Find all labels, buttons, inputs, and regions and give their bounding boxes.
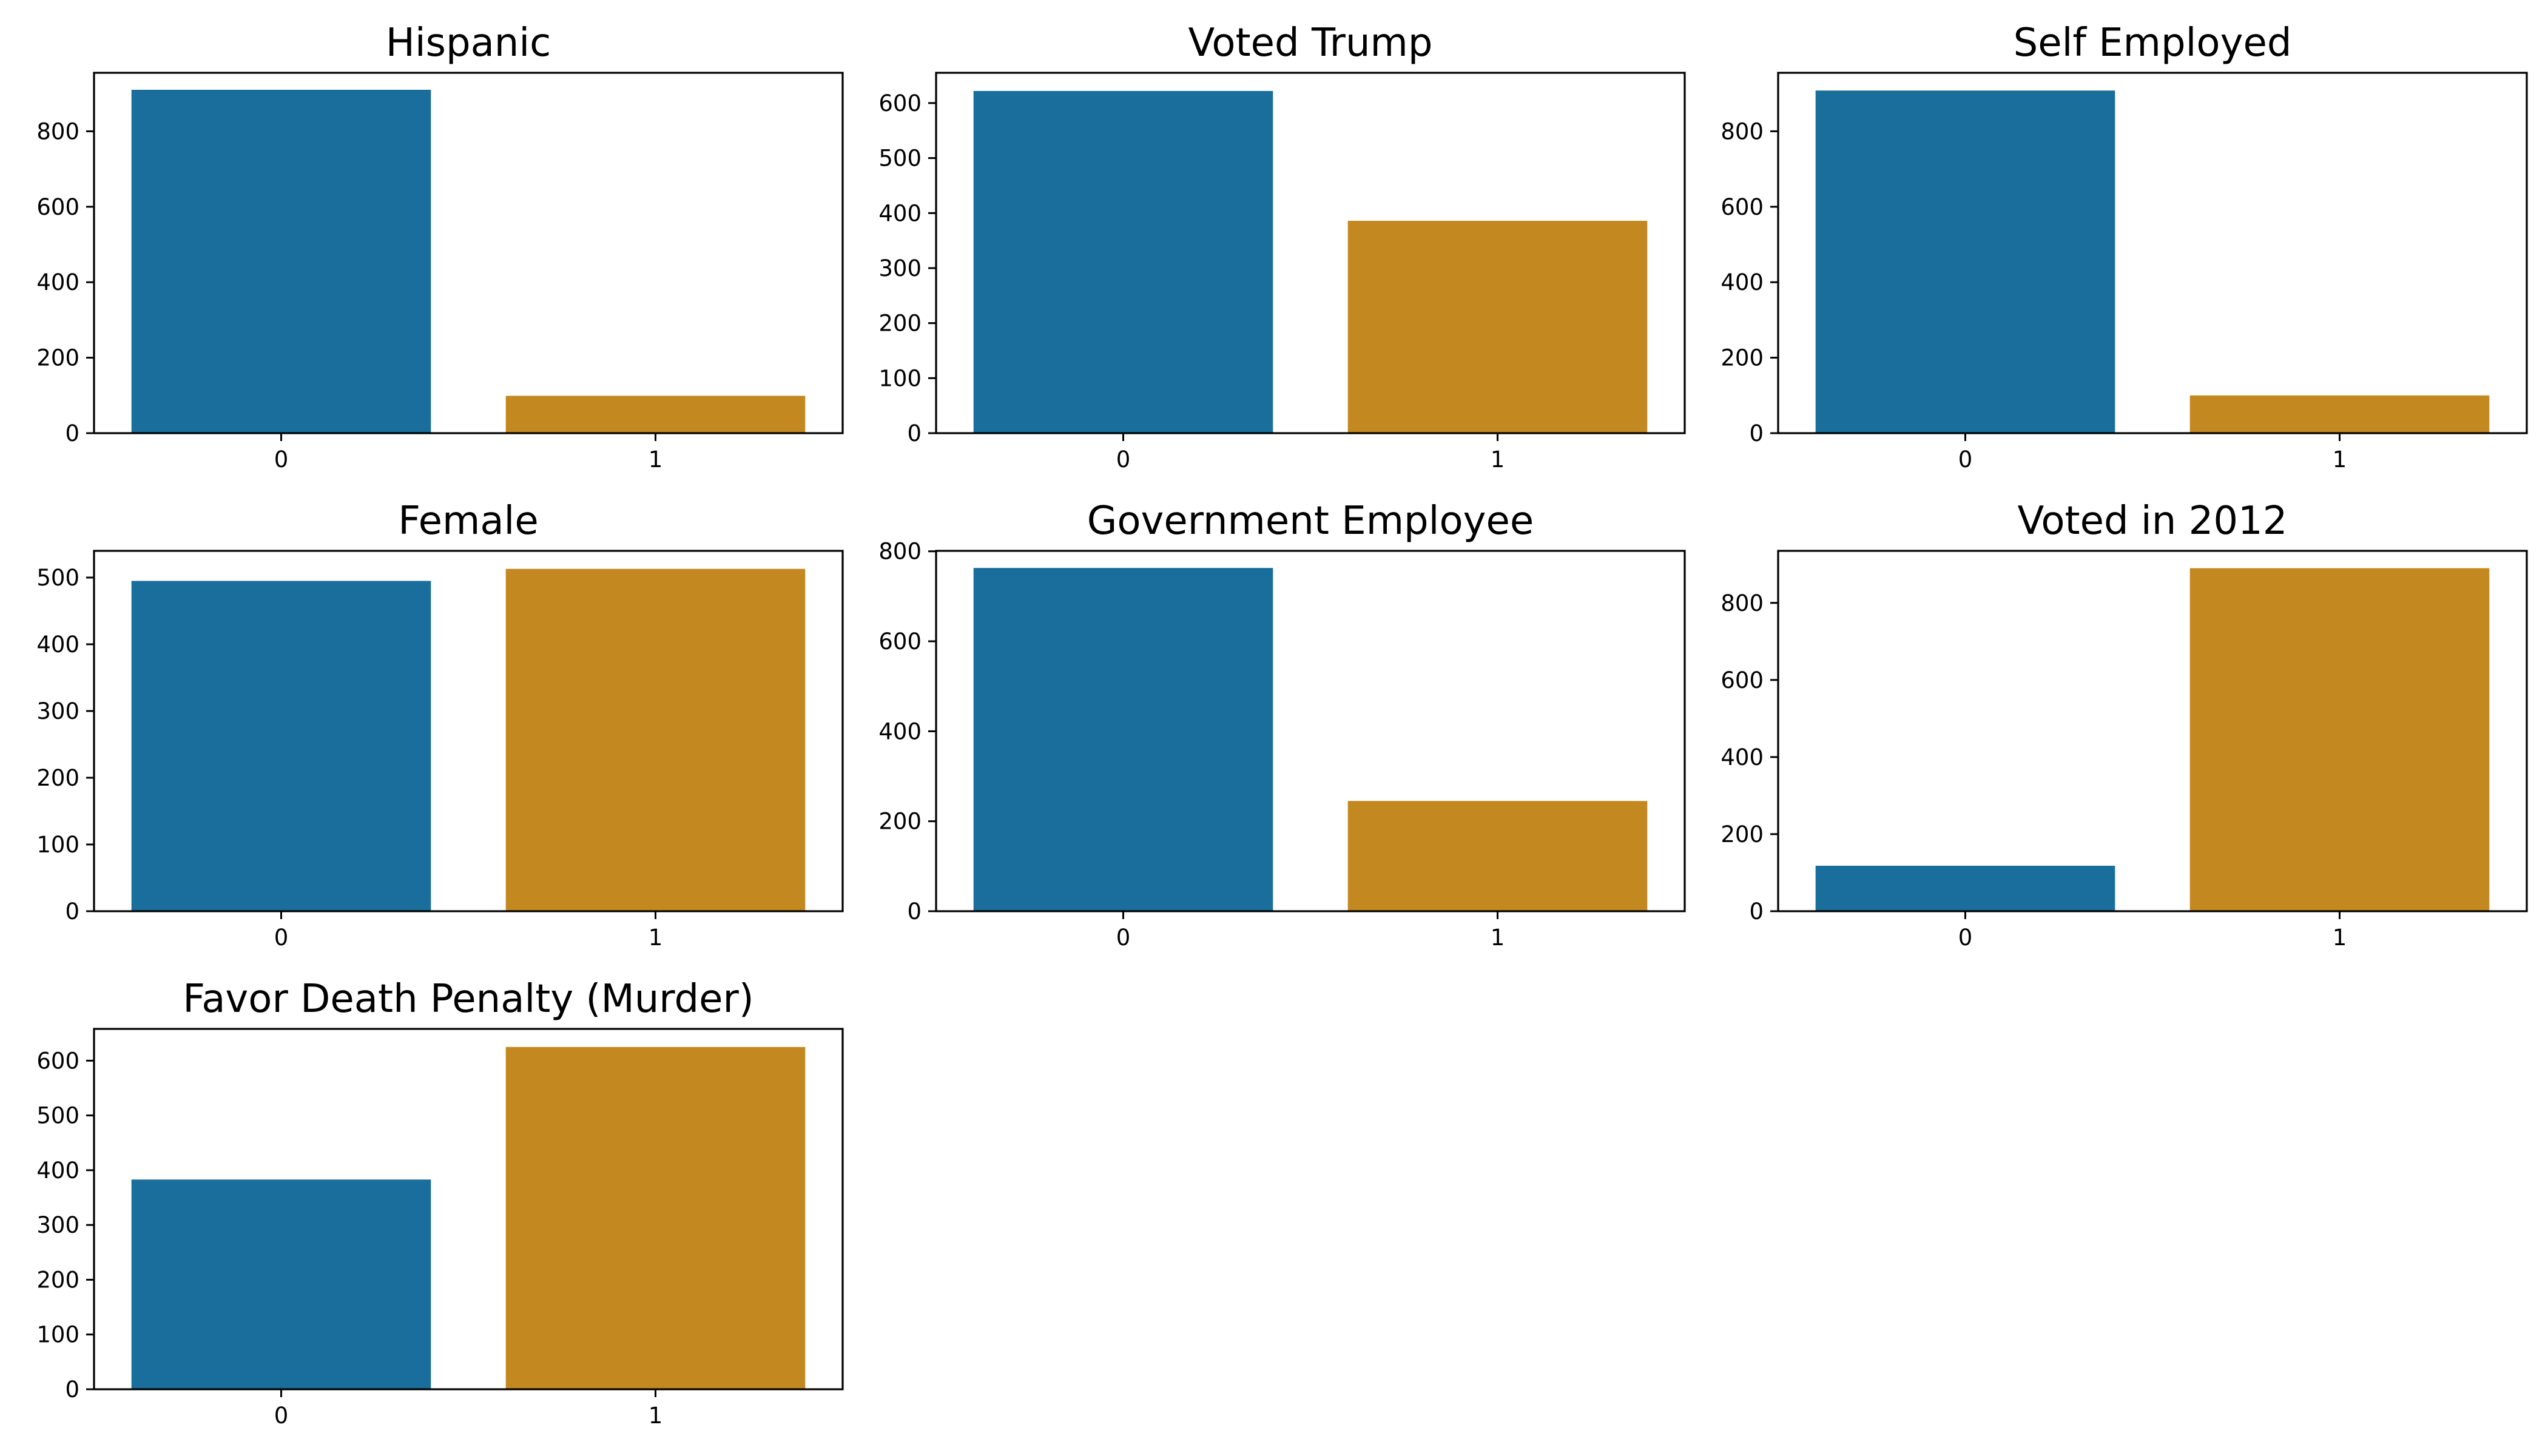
y-tick-label: 200 bbox=[1721, 821, 1764, 848]
y-tick-label: 100 bbox=[36, 1322, 79, 1348]
bar-1 bbox=[505, 396, 806, 433]
y-tick-label: 100 bbox=[36, 832, 79, 858]
y-tick-label: 600 bbox=[36, 1048, 79, 1074]
bar-1 bbox=[505, 568, 806, 911]
bar-0 bbox=[1815, 90, 2115, 433]
bar-1 bbox=[2189, 568, 2490, 911]
chart-title: Voted in 2012 bbox=[2018, 499, 2288, 544]
chart-title: Hispanic bbox=[386, 21, 551, 66]
bar-0 bbox=[131, 1179, 431, 1389]
y-tick-label: 800 bbox=[36, 118, 79, 144]
y-tick-label: 600 bbox=[878, 629, 922, 655]
axes-frame bbox=[93, 72, 844, 434]
y-tick-label: 500 bbox=[36, 565, 79, 591]
axes-frame bbox=[93, 1028, 844, 1390]
bar-1 bbox=[1347, 801, 1648, 911]
y-tick-label: 400 bbox=[36, 632, 79, 658]
y-tick-label: 600 bbox=[1721, 667, 1764, 693]
y-tick-label: 300 bbox=[36, 1212, 79, 1238]
y-tick-label: 100 bbox=[878, 365, 922, 391]
y-tick-label: 800 bbox=[878, 539, 922, 565]
y-tick-label: 800 bbox=[1721, 590, 1764, 616]
y-tick-label: 600 bbox=[878, 90, 922, 116]
subplot-6: Voted in 2012 0 1 0 200 400 600 800 bbox=[1721, 499, 2528, 951]
chart-title: Favor Death Penalty (Murder) bbox=[183, 977, 754, 1022]
x-tick-label: 0 bbox=[1116, 925, 1131, 951]
y-tick-label: 200 bbox=[36, 345, 79, 371]
x-tick-label: 1 bbox=[2333, 925, 2347, 951]
x-tick-label: 1 bbox=[1491, 447, 1505, 473]
y-tick-label: 400 bbox=[878, 718, 922, 744]
axes-frame bbox=[93, 550, 844, 912]
bar-0 bbox=[131, 581, 431, 911]
chart-title: Voted Trump bbox=[1188, 21, 1433, 66]
x-tick-label: 1 bbox=[2333, 447, 2347, 473]
y-tick-label: 400 bbox=[36, 1158, 79, 1184]
y-tick-label: 200 bbox=[878, 809, 922, 835]
x-tick-label: 0 bbox=[1958, 925, 1973, 951]
bar-0 bbox=[973, 568, 1273, 911]
chart-title: Self Employed bbox=[2014, 21, 2292, 66]
y-tick-label: 0 bbox=[1749, 898, 1764, 925]
y-tick-label: 500 bbox=[878, 146, 922, 172]
bar-0 bbox=[973, 90, 1273, 434]
y-tick-label: 300 bbox=[36, 698, 79, 724]
x-tick-label: 1 bbox=[1491, 925, 1505, 951]
subplot-4: Female 0 1 0 100 200 300 400 500 bbox=[36, 499, 844, 951]
y-tick-label: 400 bbox=[36, 269, 79, 295]
bar-1 bbox=[1347, 220, 1648, 433]
y-tick-label: 600 bbox=[1721, 194, 1764, 220]
y-tick-label: 300 bbox=[878, 255, 922, 281]
bar-1 bbox=[2189, 395, 2490, 433]
subplot-2: Voted Trump 0 1 0 100 200 300 400 500 600 bbox=[878, 21, 1686, 473]
y-tick-label: 400 bbox=[878, 200, 922, 226]
y-tick-label: 400 bbox=[1721, 269, 1764, 295]
y-tick-label: 0 bbox=[907, 420, 922, 447]
subplot-3: Self Employed 0 1 0 200 400 600 800 bbox=[1721, 21, 2528, 473]
y-tick-label: 800 bbox=[1721, 118, 1764, 144]
y-tick-label: 0 bbox=[1749, 420, 1764, 447]
bar-0 bbox=[1815, 866, 2115, 911]
subplot-7: Favor Death Penalty (Murder) 0 1 0 100 200 300… bbox=[36, 977, 844, 1429]
y-tick-label: 0 bbox=[907, 898, 922, 925]
y-tick-label: 600 bbox=[36, 194, 79, 220]
x-tick-label: 1 bbox=[649, 1403, 663, 1429]
x-tick-label: 0 bbox=[274, 925, 289, 951]
axes-frame bbox=[1777, 72, 2528, 434]
chart-title: Female bbox=[398, 499, 538, 544]
axes-frame bbox=[935, 72, 1686, 434]
x-tick-label: 1 bbox=[649, 925, 663, 951]
x-tick-label: 1 bbox=[649, 447, 663, 473]
y-tick-label: 200 bbox=[878, 311, 922, 337]
y-tick-label: 0 bbox=[65, 1377, 79, 1403]
x-tick-label: 0 bbox=[1116, 447, 1131, 473]
subplot-5: Government Employee 0 1 0 200 400 600 800 bbox=[878, 499, 1686, 951]
y-tick-label: 0 bbox=[65, 420, 79, 447]
x-tick-label: 0 bbox=[274, 1403, 289, 1429]
bar-0 bbox=[131, 89, 431, 434]
y-tick-label: 200 bbox=[36, 1267, 79, 1293]
subplot-1: Hispanic 0 1 0 200 400 600 800 bbox=[36, 21, 844, 473]
axes-frame bbox=[1777, 550, 2528, 912]
bar-1 bbox=[505, 1046, 806, 1389]
chart-title: Government Employee bbox=[1087, 499, 1534, 544]
y-tick-label: 0 bbox=[65, 898, 79, 925]
y-tick-label: 200 bbox=[36, 765, 79, 791]
x-tick-label: 0 bbox=[1958, 447, 1973, 473]
y-tick-label: 400 bbox=[1721, 744, 1764, 770]
y-tick-label: 200 bbox=[1721, 345, 1764, 371]
y-tick-label: 500 bbox=[36, 1103, 79, 1129]
x-tick-label: 0 bbox=[274, 447, 289, 473]
